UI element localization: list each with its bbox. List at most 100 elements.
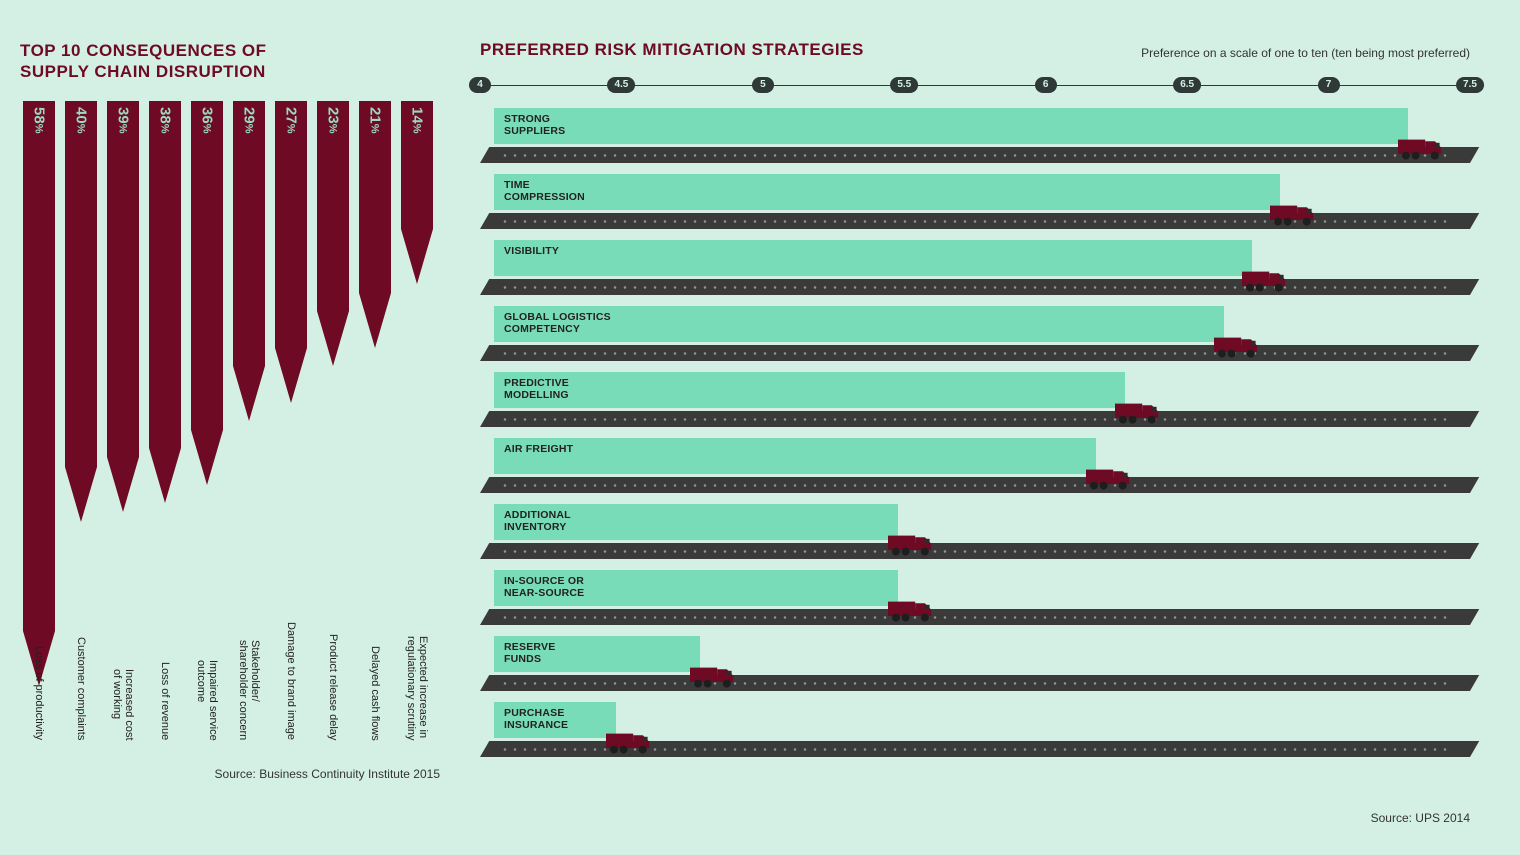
scale-tick-label: 7.5 — [1456, 77, 1484, 93]
bar-label: Delayed cash flows — [369, 646, 381, 741]
road-marks-icon — [500, 484, 1450, 487]
road-marks-icon — [500, 352, 1450, 355]
bar-tip-icon — [149, 448, 181, 503]
bar-percent: 36% — [199, 107, 216, 133]
scale-tick-label: 6.5 — [1173, 77, 1201, 93]
bar-col: 58%Loss of productivity — [20, 101, 58, 741]
lane: RESERVE FUNDS — [480, 636, 1470, 691]
bar-percent: 27% — [283, 107, 300, 133]
scale-tick: 7.5 — [1456, 74, 1484, 93]
scale-tick-label: 4.5 — [607, 77, 635, 93]
bar-body — [65, 101, 97, 467]
scale-tick: 6 — [1035, 74, 1057, 93]
bar-tip-icon — [359, 293, 391, 348]
scale-tick: 5 — [752, 74, 774, 93]
bar-percent: 21% — [367, 107, 384, 133]
bar-shape: 39% — [107, 101, 139, 512]
lane-label: IN-SOURCE OR NEAR-SOURCE — [504, 575, 584, 599]
page: TOP 10 CONSEQUENCES OF SUPPLY CHAIN DISR… — [0, 0, 1520, 855]
truck-icon — [1086, 461, 1134, 491]
truck-icon — [888, 527, 936, 557]
road-marks-icon — [500, 154, 1450, 157]
bar-percent: 58% — [31, 107, 48, 133]
bar-tip-icon — [401, 229, 433, 284]
lane-value-bar: IN-SOURCE OR NEAR-SOURCE — [494, 570, 898, 606]
bar-label: Customer complaints — [75, 637, 87, 740]
bar-shape: 14% — [401, 101, 433, 284]
truck-icon — [1115, 395, 1163, 425]
bar-tip-icon — [191, 430, 223, 485]
lane-label: RESERVE FUNDS — [504, 641, 555, 665]
scale-tick: 5.5 — [890, 74, 918, 93]
lane-label: PURCHASE INSURANCE — [504, 707, 568, 731]
road-marks-icon — [500, 286, 1450, 289]
left-title: TOP 10 CONSEQUENCES OF SUPPLY CHAIN DISR… — [20, 40, 440, 83]
lane: TIME COMPRESSION — [480, 174, 1470, 229]
bar-percent: 23% — [325, 107, 342, 133]
bar-percent: 39% — [115, 107, 132, 133]
bar-shape: 38% — [149, 101, 181, 503]
lane-value-bar: PREDICTIVE MODELLING — [494, 372, 1125, 408]
lane: GLOBAL LOGISTICS COMPETENCY — [480, 306, 1470, 361]
scale-tick: 4 — [469, 74, 491, 93]
bar-tip-icon — [317, 311, 349, 366]
lane-label: ADDITIONAL INVENTORY — [504, 509, 571, 533]
bar-label: Damage to brand image — [285, 622, 297, 740]
bar-label: Stakeholder/ shareholder concern — [237, 640, 261, 740]
bar-body — [191, 101, 223, 430]
bar-col: 38% Loss of revenue — [146, 101, 184, 741]
bar-col: 14% Expected increase in regulationary sc… — [398, 101, 436, 741]
bar-label: Increased cost of working — [111, 669, 135, 741]
bars-row: 58%Loss of productivity40% Customer compl… — [20, 101, 440, 741]
scale-tick-label: 5.5 — [890, 77, 918, 93]
truck-icon — [1398, 131, 1446, 161]
bar-percent: 14% — [409, 107, 426, 133]
road-marks-icon — [500, 682, 1450, 685]
bar-body — [275, 101, 307, 348]
truck-icon — [888, 593, 936, 623]
right-header: PREFERRED RISK MITIGATION STRATEGIES Pre… — [480, 40, 1470, 60]
bar-label: Expected increase in regulationary scrut… — [405, 636, 429, 741]
right-panel: PREFERRED RISK MITIGATION STRATEGIES Pre… — [480, 40, 1470, 825]
bar-shape: 36% — [191, 101, 223, 485]
bar-shape: 58% — [23, 101, 55, 686]
lane: ADDITIONAL INVENTORY — [480, 504, 1470, 559]
right-source: Source: UPS 2014 — [480, 811, 1470, 825]
lane-value-bar: RESERVE FUNDS — [494, 636, 700, 672]
lane-label: PREDICTIVE MODELLING — [504, 377, 569, 401]
bar-shape: 40% — [65, 101, 97, 522]
truck-icon — [1270, 197, 1318, 227]
left-source: Source: Business Continuity Institute 20… — [20, 767, 440, 781]
bar-col: 40% Customer complaints — [62, 101, 100, 741]
scale-tick: 4.5 — [607, 74, 635, 93]
bar-label: Loss of revenue — [159, 662, 171, 740]
lane: AIR FREIGHT — [480, 438, 1470, 493]
bar-body — [149, 101, 181, 448]
lane-value-bar: TIME COMPRESSION — [494, 174, 1280, 210]
scale-tick-label: 5 — [752, 77, 774, 93]
truck-icon — [690, 659, 738, 689]
lane-value-bar: ADDITIONAL INVENTORY — [494, 504, 898, 540]
bar-body — [23, 101, 55, 631]
truck-icon — [1214, 329, 1262, 359]
lane: STRONG SUPPLIERS — [480, 108, 1470, 163]
truck-icon — [1242, 263, 1290, 293]
scale-axis: 44.555.566.577.5 — [480, 74, 1470, 98]
bar-tip-icon — [275, 348, 307, 403]
bar-col: 39% Increased cost of working — [104, 101, 142, 741]
bar-label: Product release delay — [327, 634, 339, 740]
right-subtitle: Preference on a scale of one to ten (ten… — [1141, 46, 1470, 60]
lane-label: STRONG SUPPLIERS — [504, 113, 565, 137]
lane-value-bar: AIR FREIGHT — [494, 438, 1096, 474]
bar-col: 36%Impaired service outcome — [188, 101, 226, 741]
bar-col: 21% Delayed cash flows — [356, 101, 394, 741]
bar-tip-icon — [65, 467, 97, 522]
bar-col: 29%Stakeholder/ shareholder concern — [230, 101, 268, 741]
lane-value-bar: STRONG SUPPLIERS — [494, 108, 1408, 144]
left-panel: TOP 10 CONSEQUENCES OF SUPPLY CHAIN DISR… — [20, 40, 440, 825]
lane-label: AIR FREIGHT — [504, 443, 573, 455]
road-marks-icon — [500, 616, 1450, 619]
bar-percent: 38% — [157, 107, 174, 133]
lane-value-bar: VISIBILITY — [494, 240, 1252, 276]
bar-shape: 21% — [359, 101, 391, 348]
